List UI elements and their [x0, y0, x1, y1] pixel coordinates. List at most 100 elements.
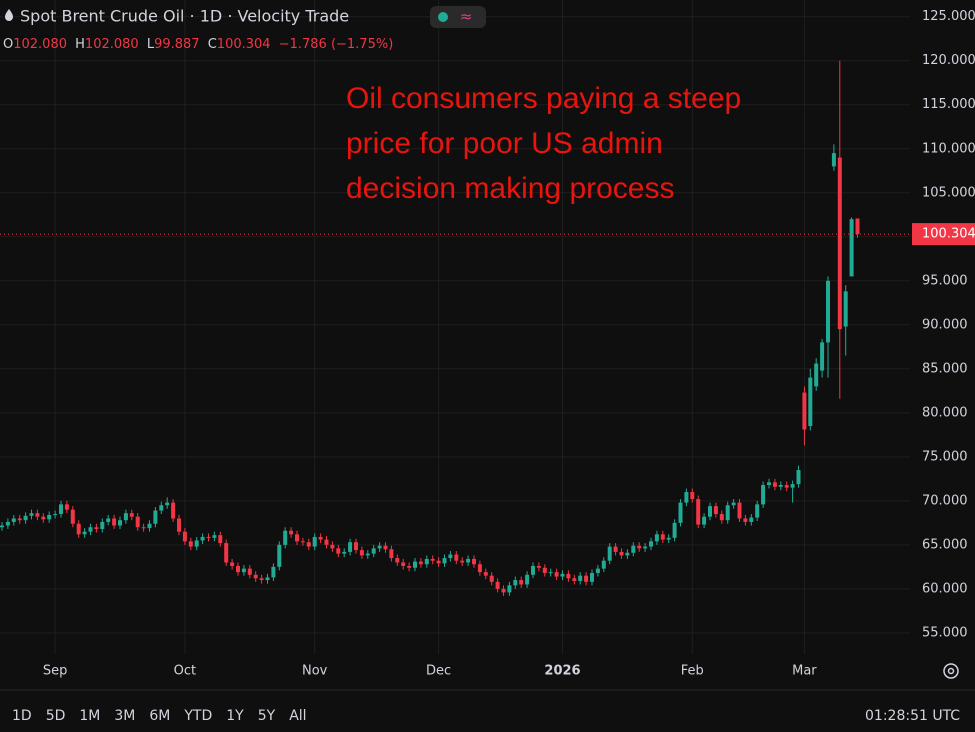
- range-button[interactable]: 6M: [149, 708, 170, 724]
- candle-body: [212, 535, 217, 538]
- candle-body: [525, 574, 530, 585]
- candle-body: [843, 291, 848, 327]
- candle-body: [584, 575, 589, 582]
- candle-body: [436, 560, 441, 564]
- candle-body: [737, 502, 742, 519]
- range-button[interactable]: YTD: [183, 708, 212, 724]
- x-tick-label: 2026: [544, 664, 580, 679]
- x-tick-label: Feb: [681, 664, 704, 679]
- candle-body: [448, 554, 453, 559]
- range-button[interactable]: 5D: [46, 708, 66, 724]
- candle-body: [200, 536, 205, 541]
- range-button[interactable]: 5Y: [258, 708, 276, 724]
- candle-body: [41, 516, 46, 520]
- candle-body: [767, 482, 771, 485]
- candle-body: [666, 537, 671, 540]
- market-open-dot: [438, 12, 448, 22]
- range-toolbar: 1D 5D 1M 3M 6M YTD 1Y 5Y All: [12, 708, 307, 724]
- x-tick-label: Oct: [174, 664, 196, 679]
- candle-body: [236, 565, 240, 573]
- y-tick-label: 85.000: [922, 361, 968, 376]
- candle-body: [29, 513, 34, 516]
- candle-body: [342, 551, 347, 554]
- x-tick-label: Nov: [302, 664, 328, 679]
- ohlc-key: O: [3, 37, 13, 52]
- candle-body: [336, 548, 341, 554]
- candle-body: [88, 527, 93, 532]
- candle-body: [383, 545, 388, 550]
- candle-body: [601, 560, 606, 569]
- y-tick-label: 75.000: [922, 449, 968, 464]
- ohlc-legend: O102.080 H102.080 L99.887 C100.304 −1.78…: [3, 37, 393, 52]
- ohlc-key: C: [208, 37, 217, 52]
- settings-icon[interactable]: [943, 663, 959, 679]
- candle-body: [177, 518, 181, 532]
- range-button[interactable]: 1M: [79, 708, 100, 724]
- ohlc-value: 100.304: [217, 37, 271, 52]
- candle-body: [206, 536, 211, 538]
- y-tick-label: 55.000: [922, 625, 968, 640]
- candle-body: [418, 561, 423, 565]
- candle-body: [318, 536, 323, 540]
- candle-body: [761, 484, 766, 505]
- candle-body: [578, 575, 583, 581]
- candle-body: [123, 513, 128, 521]
- candle-body: [684, 492, 689, 503]
- candle-body: [660, 534, 665, 540]
- candle-body: [814, 363, 819, 387]
- candle-body: [271, 566, 276, 578]
- candle-body: [590, 573, 594, 582]
- candle-body: [696, 499, 701, 525]
- candle-body: [389, 549, 394, 559]
- candles: [0, 60, 860, 596]
- candle-body: [283, 530, 288, 545]
- candle-body: [820, 342, 825, 371]
- candle-body: [460, 560, 465, 563]
- candle-body: [289, 530, 294, 535]
- candle-body: [466, 558, 471, 563]
- candle-body: [784, 484, 789, 488]
- candle-body: [224, 543, 229, 563]
- candle-body: [725, 505, 730, 521]
- candle-body: [218, 535, 223, 544]
- range-button[interactable]: 1D: [12, 708, 32, 724]
- candle-body: [619, 551, 624, 556]
- candle-body: [566, 573, 571, 579]
- candle-body: [625, 552, 630, 556]
- y-tick-label: 60.000: [922, 581, 968, 596]
- range-button[interactable]: 3M: [114, 708, 135, 724]
- candle-body: [731, 502, 736, 506]
- candle-body: [678, 502, 683, 523]
- candle-body: [194, 540, 199, 547]
- candle-body: [719, 514, 724, 521]
- candle-body: [531, 565, 535, 575]
- candle-body: [300, 541, 305, 543]
- candle-body: [607, 546, 612, 561]
- candle-body: [442, 558, 447, 564]
- candle-body: [472, 558, 476, 565]
- ohlc-value: 102.080: [85, 37, 139, 52]
- y-tick-label: 70.000: [922, 493, 968, 508]
- range-button[interactable]: All: [289, 708, 306, 724]
- candle-body: [147, 523, 152, 529]
- candle-body: [47, 514, 52, 520]
- candle-body: [613, 546, 618, 552]
- y-tick-label: 110.000: [922, 141, 975, 156]
- candle-body: [118, 520, 122, 526]
- candle-body: [153, 510, 158, 524]
- candle-body: [295, 534, 299, 542]
- candle-body: [395, 558, 400, 563]
- candle-body: [595, 568, 600, 574]
- x-tick-label: Dec: [426, 664, 451, 679]
- range-button[interactable]: 1Y: [226, 708, 244, 724]
- candle-body: [489, 575, 494, 582]
- y-tick-label: 90.000: [922, 317, 968, 332]
- candle-body: [371, 548, 376, 554]
- candle-body: [755, 504, 760, 518]
- candle-body: [265, 577, 270, 581]
- candle-body: [790, 484, 795, 488]
- candle-body: [17, 518, 22, 521]
- candle-body: [11, 518, 16, 522]
- candle-body: [365, 553, 370, 556]
